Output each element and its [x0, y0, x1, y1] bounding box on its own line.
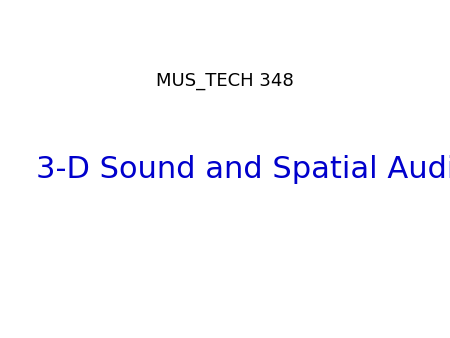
Text: MUS_TECH 348: MUS_TECH 348: [156, 72, 294, 90]
Text: 3-D Sound and Spatial Audio: 3-D Sound and Spatial Audio: [36, 154, 450, 184]
